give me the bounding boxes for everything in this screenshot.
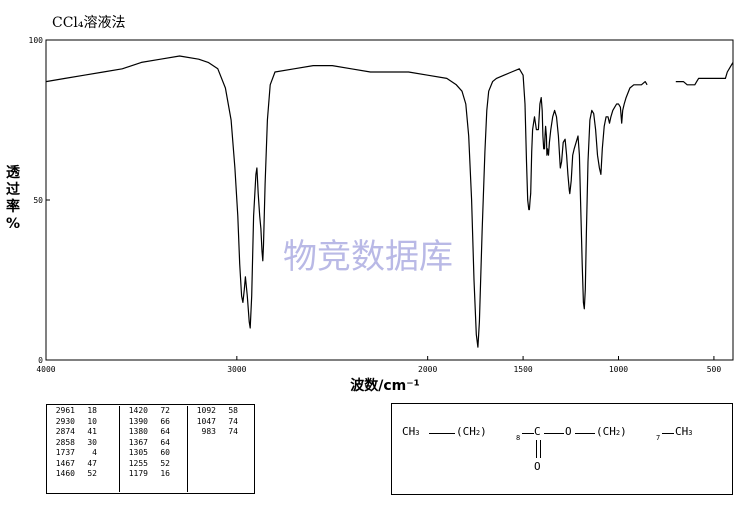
peak-transmittance: 74 <box>228 416 238 426</box>
peak-wavenumber: 2961 <box>55 406 75 415</box>
peak-row: 2858 30 <box>47 438 119 449</box>
peak-wavenumber: 1367 <box>128 437 148 447</box>
structure-formula: CH3 (CH2) 8 C O (CH2) 7 CH3 O <box>391 403 733 495</box>
chart-title: CCl₄溶液法 <box>52 15 126 31</box>
paren-group-left: (CH2) <box>456 425 487 438</box>
ester-oxygen: O <box>565 425 572 438</box>
peak-wavenumber: 1092 <box>196 406 216 415</box>
peak-transmittance: 66 <box>160 416 170 426</box>
bond-1 <box>429 433 455 434</box>
x-tick-label: 2000 <box>418 365 437 374</box>
x-axis-label: 波数/cm⁻¹ <box>350 377 420 394</box>
peak-transmittance: 72 <box>160 406 170 415</box>
peak-row: 983 74 <box>188 427 256 438</box>
y-axis-label: 透 过 率 % <box>4 165 22 233</box>
peak-wavenumber: 983 <box>201 427 216 436</box>
peak-wavenumber: 1467 <box>55 458 75 468</box>
y-label-char-3: 率 <box>6 199 20 215</box>
peak-row: 1092 58 <box>188 406 256 417</box>
peak-transmittance: 60 <box>160 448 170 457</box>
x-ticks: 4000 3000 2000 1500 1000 500 <box>36 356 721 374</box>
carbonyl-oxygen: O <box>534 460 541 473</box>
peak-row: 1255 52 <box>120 459 188 470</box>
peak-row: 1737 4 <box>47 448 119 459</box>
peak-transmittance: 10 <box>87 416 97 426</box>
peak-row: 1460 52 <box>47 469 119 480</box>
peak-transmittance: 47 <box>87 458 97 468</box>
peak-transmittance: 4 <box>92 448 97 457</box>
peak-wavenumber: 2858 <box>55 437 75 447</box>
y-tick-label: 50 <box>33 196 43 205</box>
y-label-char-4: % <box>5 216 21 232</box>
carbonyl-carbon: C <box>534 425 541 438</box>
peak-wavenumber: 1460 <box>55 469 75 478</box>
peak-column-3: 1092 58 1047 74 983 74 <box>187 406 256 492</box>
y-tick-label: 100 <box>29 36 44 45</box>
peak-row: 1179 16 <box>120 469 188 480</box>
peak-transmittance: 16 <box>160 469 170 478</box>
double-bond-a <box>536 440 537 458</box>
peak-wavenumber: 1305 <box>128 448 148 457</box>
bond-3 <box>544 433 564 434</box>
peak-column-2: 1420 72 1390 66 1380 64 1367 64 1305 60 1255 52 1179… <box>119 406 188 492</box>
peak-wavenumber: 1737 <box>55 448 75 457</box>
peak-transmittance: 74 <box>228 427 238 436</box>
peak-table: 2961 18 2930 10 2874 41 2858 30 1737 4 1467 47 1460 5… <box>46 404 255 494</box>
x-tick-label: 3000 <box>227 365 246 374</box>
peak-wavenumber: 1390 <box>128 416 148 426</box>
peak-transmittance: 64 <box>160 427 170 436</box>
peak-row: 1047 74 <box>188 417 256 428</box>
peak-transmittance: 64 <box>160 437 170 447</box>
y-ticks: 0 50 100 <box>29 36 50 365</box>
ch3-right: CH3 <box>675 425 693 438</box>
peak-row: 1380 64 <box>120 427 188 438</box>
repeat-count-left: 8 <box>516 434 521 442</box>
y-label-char-1: 透 <box>6 165 20 181</box>
peak-row: 1305 60 <box>120 448 188 459</box>
peak-transmittance: 41 <box>87 427 97 436</box>
x-tick-label: 1000 <box>609 365 628 374</box>
peak-wavenumber: 2874 <box>55 427 75 436</box>
x-tick-label: 1500 <box>513 365 532 374</box>
spectrum-series <box>45 55 734 348</box>
paren-group-right: (CH2) <box>596 425 627 438</box>
bond-2 <box>522 433 534 434</box>
peak-wavenumber: 1179 <box>128 469 148 478</box>
y-tick-label: 0 <box>38 356 43 365</box>
peak-row: 1390 66 <box>120 417 188 428</box>
peak-transmittance: 58 <box>228 406 238 415</box>
peak-wavenumber: 1420 <box>128 406 148 415</box>
peak-transmittance: 52 <box>160 458 170 468</box>
peak-row: 1367 64 <box>120 438 188 449</box>
peak-wavenumber: 1047 <box>196 416 216 426</box>
peak-column-1: 2961 18 2930 10 2874 41 2858 30 1737 4 1467 47 1460 5… <box>47 406 119 492</box>
bond-4 <box>575 433 595 434</box>
double-bond-b <box>540 440 541 458</box>
repeat-count-right: 7 <box>656 434 661 442</box>
peak-wavenumber: 2930 <box>55 416 75 426</box>
spectrum-line <box>45 55 648 348</box>
peak-row: 1467 47 <box>47 459 119 470</box>
watermark: 物竞数据库 <box>283 237 453 277</box>
ch3-left: CH3 <box>402 425 420 438</box>
peak-wavenumber: 1255 <box>128 458 148 468</box>
x-tick-label: 4000 <box>36 365 55 374</box>
peak-row: 2961 18 <box>47 406 119 417</box>
y-label-char-2: 过 <box>6 182 20 198</box>
peak-row: 1420 72 <box>120 406 188 417</box>
spectrum-line <box>675 62 734 86</box>
ir-spectrum-chart: 物竞数据库 0 50 100 4000 3000 2000 1500 1000 500 波数/… <box>29 36 734 394</box>
peak-row: 2874 41 <box>47 427 119 438</box>
x-tick-label: 500 <box>707 365 722 374</box>
peak-transmittance: 30 <box>87 437 97 447</box>
peak-row: 2930 10 <box>47 417 119 428</box>
bond-5 <box>662 433 674 434</box>
peak-transmittance: 52 <box>87 469 97 478</box>
peak-transmittance: 18 <box>87 406 97 415</box>
peak-wavenumber: 1380 <box>128 427 148 436</box>
